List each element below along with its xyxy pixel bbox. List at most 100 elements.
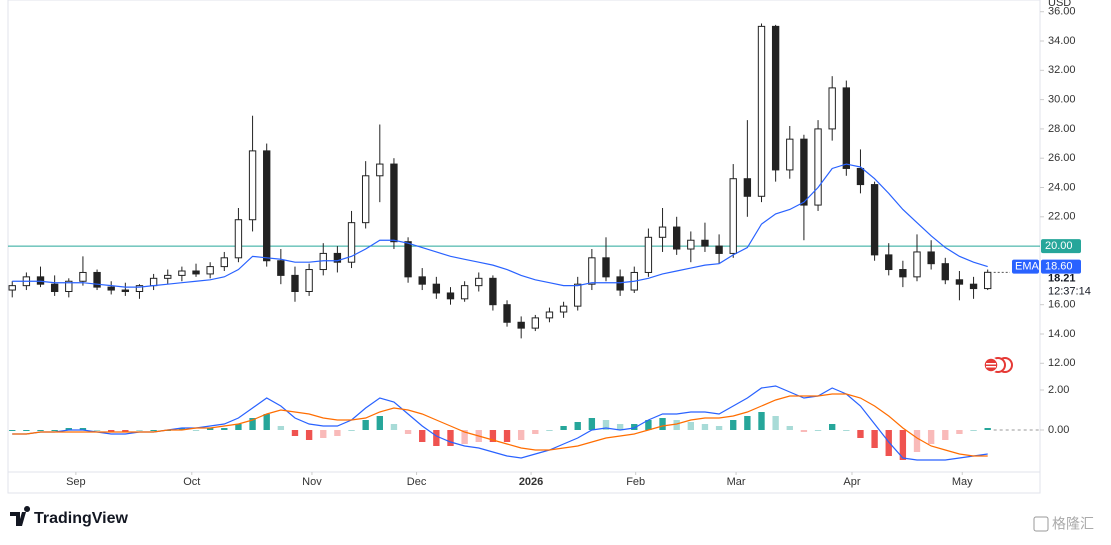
last-price-label: 18.21 <box>1048 273 1076 285</box>
histogram-bar <box>37 430 44 431</box>
candle-body <box>333 252 342 263</box>
histogram-bar <box>744 416 751 430</box>
candle-body <box>234 219 243 259</box>
histogram-bar <box>376 416 383 430</box>
histogram-bar <box>899 430 907 460</box>
y-tick-label: 30.00 <box>1048 94 1076 106</box>
histogram-bar <box>772 416 779 430</box>
candle-body <box>418 276 426 285</box>
histogram-bar <box>122 430 129 432</box>
histogram-bar <box>546 430 553 431</box>
candle-body <box>828 87 836 130</box>
histogram-bar <box>489 430 497 442</box>
histogram-bar <box>291 430 299 436</box>
candle-body <box>178 270 186 276</box>
candle-body <box>446 292 455 300</box>
x-tick-label: Dec <box>407 476 427 488</box>
candle-body <box>531 317 539 329</box>
candle-body <box>8 285 16 291</box>
histogram-bar <box>362 420 369 430</box>
histogram-bar <box>503 430 511 442</box>
candle-body <box>475 277 483 287</box>
candle-body <box>658 226 667 238</box>
histogram-bar <box>433 430 440 446</box>
candle-body <box>771 25 780 171</box>
hline-badge-label: 20.00 <box>1045 240 1073 252</box>
histogram-bar <box>857 430 864 438</box>
candle-body <box>361 175 370 224</box>
histogram-bar <box>221 428 228 430</box>
y-tick-label: 22.00 <box>1048 211 1076 223</box>
candle-body <box>574 283 582 307</box>
x-tick-label: Nov <box>302 476 322 488</box>
y-tick-label: 28.00 <box>1048 123 1076 135</box>
candle-body <box>885 254 893 271</box>
candle-body <box>955 279 964 285</box>
candle-body <box>107 286 115 291</box>
candle-body <box>588 257 596 285</box>
histogram-bar <box>150 430 157 431</box>
candle-body <box>65 280 73 293</box>
ema-value-badge <box>1041 259 1081 274</box>
histogram-bar <box>673 420 680 430</box>
y-tick-label: 2.00 <box>1048 384 1069 396</box>
histogram-bar <box>885 430 892 456</box>
candle-body <box>729 178 737 254</box>
histogram-bar <box>192 430 200 431</box>
ema-name: EMA <box>1015 261 1040 273</box>
histogram-bar <box>419 430 426 442</box>
x-tick-label: Mar <box>727 476 746 488</box>
histogram-bar <box>645 420 652 430</box>
x-tick-label: Feb <box>626 476 645 488</box>
candle-body <box>602 257 610 278</box>
histogram-bar <box>829 424 836 430</box>
candle-body <box>149 277 158 287</box>
candle-body <box>517 321 525 329</box>
watermark: 格隆汇 <box>1052 516 1094 532</box>
histogram-bar <box>786 426 793 430</box>
candle-body <box>545 311 554 319</box>
histogram-bar <box>23 430 30 431</box>
histogram-bar <box>206 428 214 430</box>
histogram-bar <box>942 430 949 440</box>
histogram-bar <box>79 428 87 430</box>
histogram-bar <box>305 430 313 440</box>
histogram-bar <box>970 430 977 431</box>
watermark-icon <box>1033 516 1049 532</box>
histogram-bar <box>871 430 878 448</box>
signal-line <box>12 393 988 457</box>
histogram-bar <box>715 426 723 430</box>
histogram-bar <box>136 430 143 431</box>
candle-body <box>559 305 568 313</box>
histogram-bar <box>65 428 72 430</box>
y-tick-label: 36.00 <box>1048 6 1076 18</box>
candle-body <box>870 184 879 256</box>
x-tick-label: 2026 <box>519 476 543 488</box>
candle-body <box>248 150 257 221</box>
candle-body <box>36 276 45 285</box>
histogram-bar <box>178 428 186 430</box>
histogram-bar <box>701 424 709 430</box>
histogram-bar <box>588 418 596 430</box>
candle-body <box>856 167 865 186</box>
y-tick-label: 26.00 <box>1048 152 1076 164</box>
y-tick-label: 0.00 <box>1048 424 1069 436</box>
candle-body <box>644 236 653 273</box>
candle-body <box>701 239 709 247</box>
candle-body <box>135 285 144 293</box>
ema-value-label: 18.60 <box>1045 261 1073 273</box>
candle-body <box>376 163 384 177</box>
x-tick-label: Sep <box>66 476 86 488</box>
histogram-bar <box>532 430 539 434</box>
candle-body <box>192 270 200 275</box>
histogram-bar <box>108 430 115 432</box>
histogram-bar <box>461 430 468 444</box>
candle-body <box>220 257 228 268</box>
candle-body <box>715 245 723 254</box>
histogram-bar <box>235 424 242 430</box>
candle-body <box>206 266 214 275</box>
countdown: 12:37:14 <box>1048 286 1091 298</box>
candle-body <box>121 289 130 293</box>
histogram-bar <box>9 430 16 431</box>
histogram-bar <box>447 430 454 446</box>
